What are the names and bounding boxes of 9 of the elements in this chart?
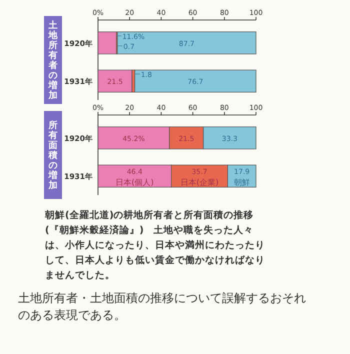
series-label: 日本(企業)	[180, 178, 219, 188]
series-label: 日本(個人)	[116, 178, 154, 188]
series-label: 朝鮮	[234, 178, 250, 188]
text: 土地所有者の増加	[48, 20, 58, 101]
text: 所有面積の増加	[48, 120, 58, 191]
text: 朝鮮(全羅北道)の耕地所有者と所有面積の推移(『朝鮮米穀経済論』) 土地や職を失った人々は、小作人になったり、日本や満州にわたったりして、日本人よりも低い賃金で働かなければなりませんでした。	[44, 209, 265, 281]
text: 土地所有者・土地面積の推移について誤解するおそれのある表現である。	[18, 291, 306, 322]
bar	[98, 70, 132, 92]
bar	[134, 70, 256, 92]
